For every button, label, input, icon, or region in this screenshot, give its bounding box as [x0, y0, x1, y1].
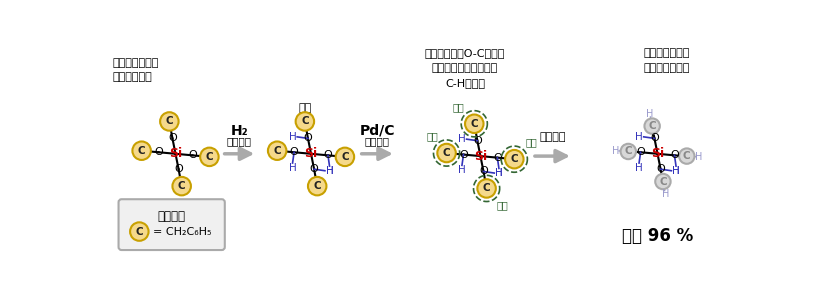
Text: O: O [323, 150, 333, 160]
Text: H: H [646, 109, 654, 119]
Circle shape [268, 141, 287, 160]
Text: O: O [168, 133, 177, 144]
Text: O: O [493, 153, 502, 163]
Circle shape [477, 179, 496, 198]
Circle shape [644, 118, 660, 134]
Text: C: C [273, 146, 281, 156]
Text: C: C [443, 148, 451, 158]
Text: 触媒: 触媒 [427, 131, 438, 141]
Text: C: C [135, 226, 143, 236]
Circle shape [465, 115, 484, 133]
Text: H: H [635, 132, 643, 142]
Text: C: C [205, 152, 213, 162]
Text: = CH₂C₆H₅: = CH₂C₆H₅ [154, 226, 212, 236]
Text: Si: Si [651, 147, 664, 160]
Text: C: C [470, 119, 478, 129]
Text: H: H [662, 189, 669, 199]
Text: Pd/C: Pd/C [360, 124, 395, 138]
Text: C: C [314, 181, 321, 191]
Text: Si: Si [305, 147, 318, 160]
Text: O: O [304, 133, 312, 144]
Text: H: H [326, 166, 333, 176]
Text: H: H [672, 166, 680, 176]
Text: トルエン: トルエン [539, 132, 566, 142]
Text: 触媒: 触媒 [496, 200, 508, 210]
Text: H: H [289, 163, 296, 173]
Text: O: O [670, 150, 679, 160]
Text: C: C [625, 146, 632, 156]
Text: O: O [290, 147, 299, 157]
Text: C: C [341, 152, 349, 162]
Circle shape [200, 148, 218, 166]
Circle shape [621, 144, 636, 159]
Text: オルトケイ酸と
トルエンが生成: オルトケイ酸と トルエンが生成 [644, 48, 690, 73]
Circle shape [336, 148, 354, 166]
Text: 水素: 水素 [298, 102, 311, 113]
Text: 触媒: 触媒 [453, 102, 465, 112]
Text: O: O [650, 133, 658, 144]
Text: O: O [310, 164, 319, 174]
Text: H: H [458, 165, 466, 175]
Text: H: H [695, 152, 703, 162]
Circle shape [679, 148, 695, 164]
Text: O: O [479, 166, 488, 177]
Text: H₂: H₂ [231, 124, 248, 138]
Text: C: C [683, 151, 690, 161]
Text: H: H [458, 134, 466, 144]
Text: Si: Si [474, 150, 487, 163]
Text: O: O [656, 164, 665, 174]
Circle shape [160, 112, 179, 131]
Text: 触媒が作用しO-C結合に
水素が付加したあと、
C-Hが分離: 触媒が作用しO-C結合に 水素が付加したあと、 C-Hが分離 [424, 48, 505, 88]
Text: （水素）: （水素） [227, 136, 252, 146]
Circle shape [438, 144, 456, 162]
Circle shape [296, 112, 314, 131]
Circle shape [308, 177, 327, 195]
Circle shape [132, 141, 151, 160]
FancyBboxPatch shape [118, 199, 225, 250]
Text: O: O [459, 150, 468, 160]
Text: O: O [154, 147, 163, 157]
Circle shape [130, 222, 149, 241]
Text: 触媒: 触媒 [525, 137, 537, 147]
Circle shape [655, 174, 671, 189]
Text: 収率 96 %: 収率 96 % [622, 227, 693, 245]
Text: H: H [289, 132, 296, 142]
Text: C: C [659, 177, 667, 187]
Text: O: O [636, 147, 645, 157]
Circle shape [172, 177, 191, 195]
Text: C: C [483, 183, 490, 193]
Text: C: C [511, 154, 518, 164]
Text: H: H [635, 163, 643, 173]
Text: C: C [649, 121, 656, 131]
Text: Si: Si [169, 147, 182, 160]
Text: （触媒）: （触媒） [365, 136, 390, 146]
Text: H: H [672, 166, 680, 176]
Text: H: H [326, 166, 333, 176]
Text: ベンジル: ベンジル [158, 210, 186, 223]
Text: C: C [301, 117, 309, 127]
Text: H: H [495, 168, 502, 178]
Text: C: C [166, 117, 173, 127]
Text: C: C [138, 146, 145, 156]
Text: C: C [178, 181, 186, 191]
Text: O: O [188, 150, 197, 160]
Text: O: O [473, 136, 482, 146]
Text: H: H [495, 168, 502, 178]
Circle shape [505, 150, 524, 168]
Text: H: H [612, 146, 620, 156]
Text: O: O [174, 164, 183, 174]
Text: テトラベンジル
オキシシラン: テトラベンジル オキシシラン [112, 57, 158, 82]
